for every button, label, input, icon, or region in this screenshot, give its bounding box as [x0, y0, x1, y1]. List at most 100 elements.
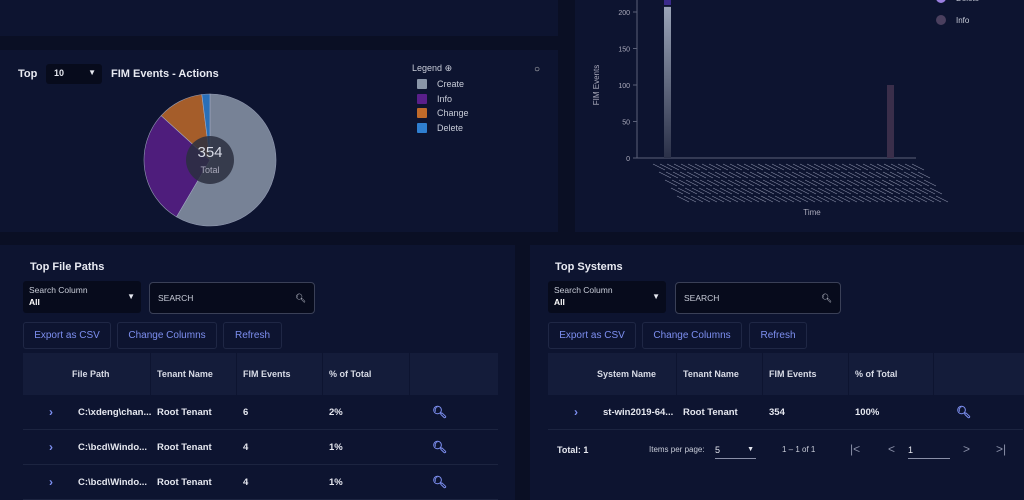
col-fim-events[interactable]: FIM Events — [237, 353, 323, 395]
x-tick-label — [678, 179, 692, 187]
col-percent[interactable]: % of Total — [323, 353, 410, 395]
next-page-icon[interactable]: > — [963, 442, 971, 456]
x-tick-label — [686, 171, 700, 179]
x-tick-label — [768, 187, 782, 195]
x-tick-label — [747, 187, 761, 195]
table-row[interactable]: › st-win2019-64... Root Tenant 354 100% 🔍︎ — [548, 395, 1023, 430]
last-page-icon[interactable]: >| — [996, 442, 1007, 456]
legend-label: Create — [437, 79, 465, 90]
legend-toggle-icon[interactable]: ⊕ — [444, 63, 453, 73]
x-tick-label — [761, 187, 775, 195]
x-tick-label — [806, 163, 820, 171]
change-columns-button[interactable]: Change Columns — [117, 322, 217, 349]
x-tick-label — [749, 171, 763, 179]
x-tick-label — [825, 179, 839, 187]
x-tick-label — [813, 163, 827, 171]
export-csv-button[interactable]: Export as CSV — [548, 322, 636, 349]
x-tick-label — [760, 195, 774, 203]
caret-down-icon: ▼ — [88, 68, 96, 77]
expand-chevron-icon[interactable]: › — [49, 440, 53, 454]
search-icon[interactable]: 🔍︎ — [432, 405, 448, 419]
x-tick-label — [809, 195, 823, 203]
file-paths-panel: Top File Paths Search Column All ▼ SEARC… — [0, 245, 515, 500]
x-tick-label — [743, 163, 757, 171]
x-tick-label — [750, 163, 764, 171]
col-percent[interactable]: % of Total — [849, 353, 934, 395]
x-tick-label — [874, 179, 888, 187]
x-tick-label — [670, 187, 684, 195]
expand-chevron-icon[interactable]: › — [49, 405, 53, 419]
search-icon[interactable]: 🔍︎ — [956, 405, 972, 419]
col-file-path[interactable]: File Path — [23, 353, 151, 395]
col-system-name[interactable]: System Name — [548, 353, 677, 395]
x-tick-label — [713, 179, 727, 187]
x-tick-label — [722, 163, 736, 171]
x-tick-label — [862, 163, 876, 171]
items-per-page-select[interactable]: 5 ▼ — [715, 441, 756, 459]
legend-item-delete[interactable]: Delete — [417, 121, 469, 136]
pie-chart: 354 Total — [143, 93, 277, 227]
systems-panel: Top Systems Search Column All ▼ SEARCH 🔍… — [530, 245, 1024, 500]
first-page-icon[interactable]: |< — [850, 442, 861, 456]
x-tick-label — [714, 171, 728, 179]
x-tick-label — [900, 195, 914, 203]
expand-chevron-icon[interactable]: › — [574, 405, 578, 419]
x-tick-label — [757, 163, 771, 171]
table-row[interactable]: › C:\bcd\Windo... Root Tenant 4 1% 🔍︎ — [23, 465, 498, 500]
x-tick-label — [917, 171, 931, 179]
search-icon[interactable]: 🔍︎ — [432, 475, 448, 489]
col-tenant-name[interactable]: Tenant Name — [677, 353, 763, 395]
search-icon: 🔍︎ — [821, 292, 832, 303]
pie-slice-info[interactable] — [143, 115, 211, 218]
y-tick-label: 100 — [618, 83, 630, 90]
col-fim-events[interactable]: FIM Events — [763, 353, 849, 395]
cell-file-path: C:\bcd\Windo... — [78, 476, 148, 488]
refresh-icon[interactable]: ○ — [534, 64, 541, 75]
expand-chevron-icon[interactable]: › — [49, 475, 53, 489]
legend-item-info[interactable]: Info — [417, 92, 469, 107]
legend-swatch — [417, 93, 427, 104]
change-columns-button[interactable]: Change Columns — [642, 322, 742, 349]
search-icon: 🔍︎ — [295, 292, 306, 303]
caret-down-icon: ▼ — [652, 292, 660, 301]
export-csv-button[interactable]: Export as CSV — [23, 322, 111, 349]
col-tenant-name[interactable]: Tenant Name — [151, 353, 237, 395]
cell-file-path: C:\bcd\Windo... — [78, 441, 148, 453]
x-tick-label — [746, 195, 760, 203]
search-column-select[interactable]: Search Column All ▼ — [548, 281, 666, 313]
x-tick-label — [789, 187, 803, 195]
x-tick-label — [882, 171, 896, 179]
top-count-select[interactable]: 10 ▼ — [46, 64, 102, 84]
page-input[interactable]: 1 — [908, 441, 950, 459]
x-tick-label — [844, 195, 858, 203]
x-tick-label — [741, 179, 755, 187]
legend-title: Legend — [412, 63, 443, 73]
x-tick-label — [909, 179, 923, 187]
x-tick-label — [846, 179, 860, 187]
table-row[interactable]: › C:\xdeng\chan... Root Tenant 6 2% 🔍︎ — [23, 395, 498, 430]
refresh-button[interactable]: Refresh — [749, 322, 807, 349]
search-input[interactable]: SEARCH 🔍︎ — [149, 282, 315, 314]
search-column-select[interactable]: Search Column All ▼ — [23, 281, 141, 313]
legend-item-create[interactable]: Create — [417, 77, 469, 92]
legend-label-delete: Delete — [956, 0, 980, 3]
x-tick-label — [785, 163, 799, 171]
x-tick-label — [838, 187, 852, 195]
x-tick-label — [679, 171, 693, 179]
x-tick-label — [896, 171, 910, 179]
search-icon[interactable]: 🔍︎ — [432, 440, 448, 454]
x-tick-label — [872, 195, 886, 203]
x-tick-label — [705, 187, 719, 195]
x-tick-label — [886, 195, 900, 203]
cell--of-total: 2% — [329, 406, 343, 418]
legend-item-change[interactable]: Change — [417, 106, 469, 121]
x-tick-label — [700, 171, 714, 179]
x-tick-label — [684, 187, 698, 195]
search-column-value: All — [554, 297, 565, 307]
prev-page-icon[interactable]: < — [888, 442, 896, 456]
search-input[interactable]: SEARCH 🔍︎ — [675, 282, 841, 314]
refresh-button[interactable]: Refresh — [223, 322, 282, 349]
search-column-label: Search Column — [29, 285, 88, 295]
table-row[interactable]: › C:\bcd\Windo... Root Tenant 4 1% 🔍︎ — [23, 430, 498, 465]
x-tick-label — [818, 179, 832, 187]
